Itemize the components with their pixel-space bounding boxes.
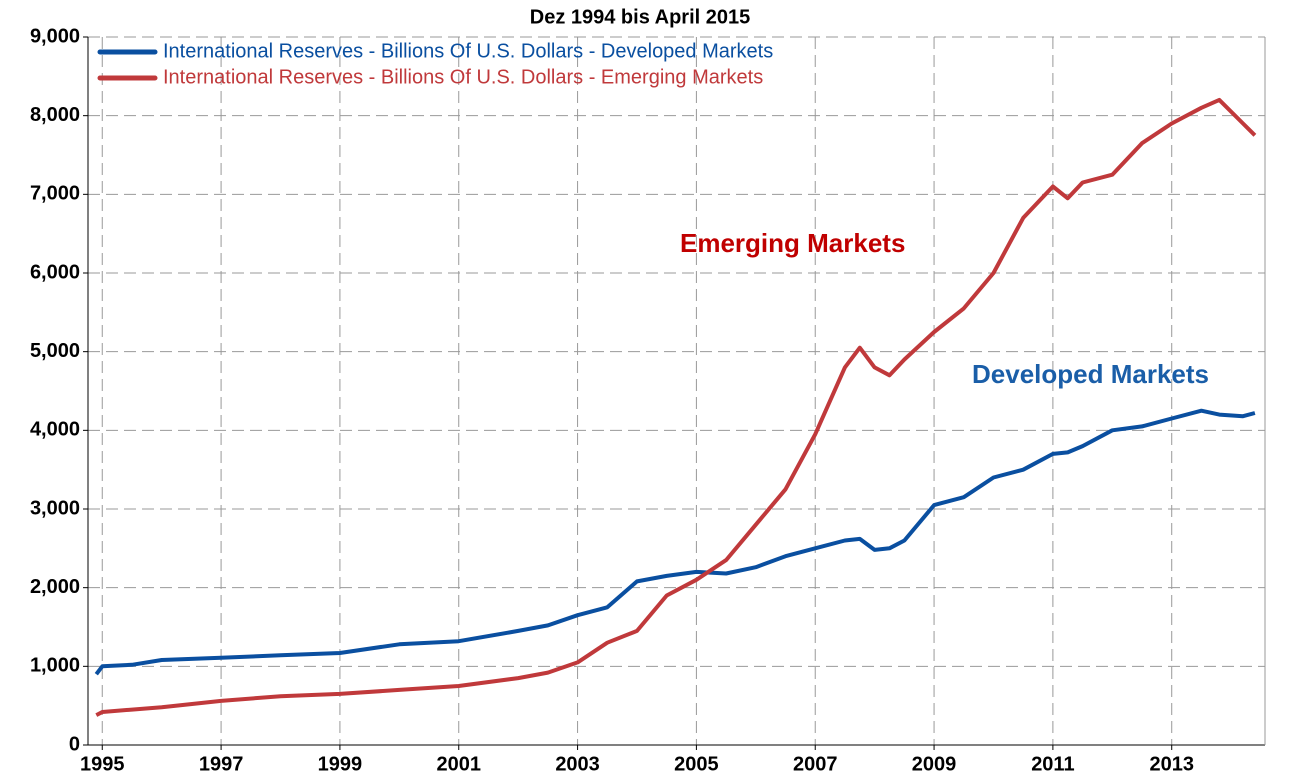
series-line [95, 97, 1257, 717]
y-tick-label: 3,000 [30, 497, 80, 519]
y-tick-label: 1,000 [30, 655, 80, 677]
annotation: Developed Markets [972, 359, 1209, 389]
y-tick-label: 4,000 [30, 419, 80, 441]
y-tick-label: 8,000 [30, 104, 80, 126]
x-tick-label: 2001 [436, 753, 481, 775]
y-tick-label: 7,000 [30, 183, 80, 205]
y-tick-label: 5,000 [30, 340, 80, 362]
x-tick-label: 2011 [1031, 753, 1074, 775]
legend-label: International Reserves - Billions Of U.S… [163, 40, 773, 62]
x-tick-label: 1997 [199, 753, 244, 775]
x-tick-label: 1999 [318, 753, 363, 775]
x-tick-label: 2009 [912, 753, 957, 775]
x-tick-label: 2005 [674, 753, 719, 775]
x-tick-label: 2003 [555, 753, 600, 775]
y-tick-label: 2,000 [30, 576, 80, 598]
annotation: Emerging Markets [680, 228, 905, 258]
legend-label: International Reserves - Billions Of U.S… [163, 66, 763, 88]
x-tick-label: 1995 [80, 753, 125, 775]
y-tick-label: 9,000 [30, 25, 80, 47]
chart-title: Dez 1994 bis April 2015 [530, 6, 751, 28]
y-tick-label: 0 [69, 733, 80, 755]
x-tick-label: 2013 [1149, 753, 1194, 775]
x-tick-label: 2007 [793, 753, 838, 775]
y-tick-label: 6,000 [30, 261, 80, 283]
series-line [94, 408, 1256, 676]
